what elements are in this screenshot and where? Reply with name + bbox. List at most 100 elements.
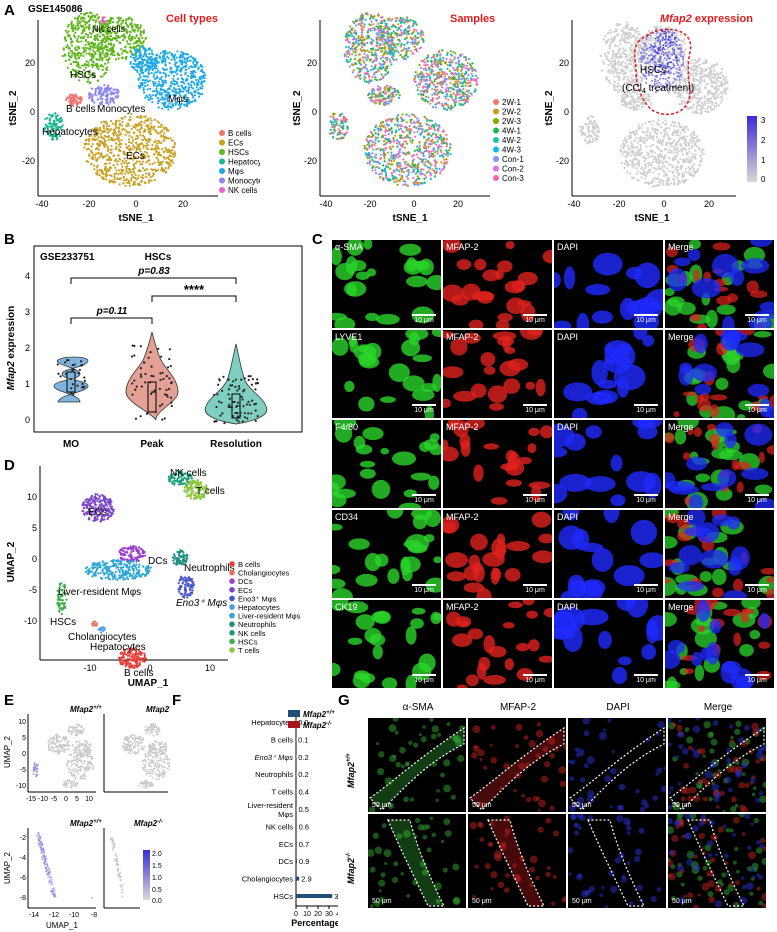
scatter-point xyxy=(433,128,436,131)
scatter-point xyxy=(141,46,145,49)
scatter-point xyxy=(631,78,634,81)
scatter-point xyxy=(356,66,359,70)
scatter-point xyxy=(439,136,442,139)
scatter-point xyxy=(164,126,167,129)
scatter-point xyxy=(128,184,131,187)
scatter-point xyxy=(432,132,435,135)
scatter-point xyxy=(175,80,179,84)
scatter-point xyxy=(392,24,396,28)
scatter-point xyxy=(159,71,162,74)
scatter-point xyxy=(84,49,87,52)
scatter-point xyxy=(423,64,426,67)
scatter-point xyxy=(161,55,164,58)
scatter-point xyxy=(190,86,193,89)
scatter-point xyxy=(428,78,432,82)
scatter-point xyxy=(118,183,121,186)
scatter-point xyxy=(458,64,462,68)
scatter-point xyxy=(429,150,433,153)
tsne-celltypes-axes xyxy=(37,20,218,197)
scatter-point xyxy=(620,53,623,56)
scatter-point xyxy=(69,102,72,105)
scatter-point xyxy=(142,40,145,43)
scatter-point xyxy=(348,40,351,43)
scatter-point xyxy=(379,129,382,132)
scatter-point xyxy=(382,177,385,180)
scatter-point xyxy=(74,53,77,56)
scatter-point xyxy=(413,149,416,152)
scatter-point xyxy=(168,62,171,65)
scatter-point xyxy=(437,76,440,80)
scatter-point xyxy=(119,132,122,135)
scatter-point xyxy=(150,49,153,52)
scatter-point xyxy=(94,24,97,27)
scatter-point xyxy=(615,71,619,75)
scatter-point xyxy=(353,22,356,25)
legend-swatch xyxy=(493,175,499,181)
tsne-samples-xlabel: tSNE_1 xyxy=(392,213,427,224)
scatter-point xyxy=(196,91,200,95)
scatter-point xyxy=(407,46,410,50)
scatter-point xyxy=(153,66,157,70)
scatter-point xyxy=(379,156,383,160)
scatter-point xyxy=(156,140,160,143)
scatter-point xyxy=(137,50,140,53)
scatter-point xyxy=(419,34,422,38)
scatter-point xyxy=(410,41,413,44)
scatter-point xyxy=(394,175,397,179)
scatter-point xyxy=(164,50,167,53)
scatter-point xyxy=(104,121,107,124)
scatter-point xyxy=(160,135,163,138)
scatter-point xyxy=(430,72,433,75)
scatter-point xyxy=(637,48,640,51)
scatter-point xyxy=(154,139,157,142)
scatter-point xyxy=(428,84,431,87)
scatter-point xyxy=(68,94,72,97)
scatter-point xyxy=(428,126,431,129)
scatter-point xyxy=(375,19,378,22)
scatter-point xyxy=(442,138,445,141)
scatter-point xyxy=(359,22,362,26)
scatter-point xyxy=(118,130,121,133)
scatter-point xyxy=(421,38,424,41)
scatter-point xyxy=(101,130,104,133)
scatter-point xyxy=(418,181,421,184)
scatter-point xyxy=(460,53,463,56)
scatter-point xyxy=(371,158,374,162)
scatter-point xyxy=(640,75,643,79)
scatter-point xyxy=(150,55,153,59)
scatter-point xyxy=(90,162,93,165)
scatter-point xyxy=(116,163,119,166)
scatter-point xyxy=(641,45,644,49)
scatter-point xyxy=(174,154,177,157)
scatter-point xyxy=(145,49,148,52)
scatter-point xyxy=(363,52,366,55)
scatter-point xyxy=(140,42,143,45)
scatter-point xyxy=(107,19,111,22)
scatter-point xyxy=(440,153,444,157)
scatter-point xyxy=(85,26,88,29)
scatter-point xyxy=(405,33,408,36)
scatter-point xyxy=(376,85,380,88)
scatter-point xyxy=(419,170,422,173)
scatter-point xyxy=(416,130,419,133)
scatter-point xyxy=(158,55,161,59)
scatter-point xyxy=(191,74,194,77)
scatter-point xyxy=(135,149,138,152)
scatter-point xyxy=(385,91,388,94)
scatter-point xyxy=(631,34,634,37)
legend-label: B cells xyxy=(228,129,252,138)
scatter-point xyxy=(447,98,450,101)
scatter-point xyxy=(405,169,409,172)
scatter-point xyxy=(143,121,146,124)
scatter-point xyxy=(165,128,169,131)
scatter-point xyxy=(386,151,389,154)
scatter-point xyxy=(132,131,136,135)
scatter-point xyxy=(463,72,467,76)
scatter-point xyxy=(637,30,640,33)
scatter-point xyxy=(92,19,95,22)
scatter-point xyxy=(444,88,447,91)
scatter-point xyxy=(445,53,449,56)
scatter-point xyxy=(385,84,388,87)
scatter-point xyxy=(361,40,364,43)
scatter-point xyxy=(94,94,98,97)
